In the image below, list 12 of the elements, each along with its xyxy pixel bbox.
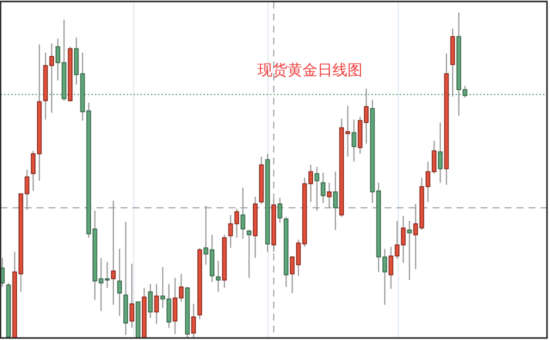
candlestick — [246, 229, 252, 278]
candlestick — [130, 263, 134, 329]
candlestick — [191, 303, 196, 339]
text: 现货黄金日线图 — [258, 61, 362, 79]
candlestick — [320, 172, 326, 204]
candlestick — [216, 260, 221, 292]
candlestick — [148, 283, 153, 318]
candlestick — [117, 248, 122, 316]
candlestick — [154, 283, 159, 325]
candlestick — [352, 118, 356, 162]
candlestick — [407, 220, 412, 281]
candlestick — [438, 122, 443, 184]
